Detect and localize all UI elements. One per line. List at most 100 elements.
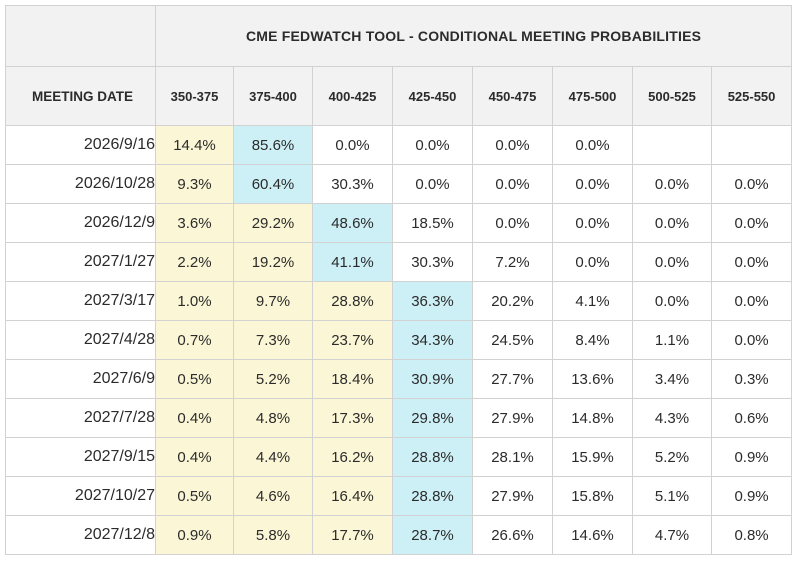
probability-cell: 5.1% bbox=[632, 476, 712, 516]
fedwatch-panel: CME FEDWATCH TOOL - CONDITIONAL MEETING … bbox=[5, 5, 793, 562]
probability-cell: 13.6% bbox=[552, 359, 633, 399]
range-header-425-450: 425-450 bbox=[392, 66, 473, 126]
probability-cell: 24.5% bbox=[472, 320, 553, 360]
probability-cell: 15.9% bbox=[552, 437, 633, 477]
column-header-row: MEETING DATE 350-375 375-400 400-425 425-45… bbox=[5, 66, 793, 126]
probability-cell: 28.8% bbox=[312, 281, 393, 321]
table-row: 2027/10/27 0.5% 4.6% 16.4% 28.8% 27.9% 15.8% 5.… bbox=[5, 476, 793, 516]
meeting-date-cell: 2027/1/27 bbox=[5, 242, 156, 282]
probability-cell: 3.4% bbox=[632, 359, 712, 399]
meeting-date-cell: 2027/12/8 bbox=[5, 515, 156, 555]
probability-cell: 5.2% bbox=[632, 437, 712, 477]
probability-cell: 5.8% bbox=[233, 515, 313, 555]
probability-cell: 41.1% bbox=[312, 242, 393, 282]
table-row: 2027/7/28 0.4% 4.8% 17.3% 29.8% 27.9% 14.8% 4.3… bbox=[5, 398, 793, 438]
probability-cell: 0.0% bbox=[552, 203, 633, 243]
probability-cell: 17.7% bbox=[312, 515, 393, 555]
table-row: 2027/6/9 0.5% 5.2% 18.4% 30.9% 27.7% 13.6% 3.4%… bbox=[5, 359, 793, 399]
probability-cell: 0.5% bbox=[155, 476, 234, 516]
probability-cell: 0.0% bbox=[552, 125, 633, 165]
probability-cell: 85.6% bbox=[233, 125, 313, 165]
probability-cell: 4.4% bbox=[233, 437, 313, 477]
probability-cell: 0.0% bbox=[472, 125, 553, 165]
probability-cell: 1.1% bbox=[632, 320, 712, 360]
probability-cell: 0.6% bbox=[710, 398, 793, 438]
probability-cell: 0.5% bbox=[155, 359, 234, 399]
meeting-date-cell: 2026/9/16 bbox=[5, 125, 156, 165]
table-row: 2026/9/16 14.4% 85.6% 0.0% 0.0% 0.0% 0.0% bbox=[5, 125, 793, 165]
probability-cell: 0.7% bbox=[155, 320, 234, 360]
probability-cell: 0.0% bbox=[552, 242, 633, 282]
probability-cell: 30.9% bbox=[392, 359, 473, 399]
probability-cell: 0.9% bbox=[155, 515, 234, 555]
range-header-500-525: 500-525 bbox=[632, 66, 712, 126]
meeting-date-cell: 2027/4/28 bbox=[5, 320, 156, 360]
probability-cell: 30.3% bbox=[312, 164, 393, 204]
probability-cell: 0.0% bbox=[632, 164, 712, 204]
probability-cell: 28.1% bbox=[472, 437, 553, 477]
probability-cell: 0.3% bbox=[710, 359, 793, 399]
probability-cell: 4.6% bbox=[233, 476, 313, 516]
probability-cell: 48.6% bbox=[312, 203, 393, 243]
probability-cell: 14.8% bbox=[552, 398, 633, 438]
probability-cell: 0.0% bbox=[472, 203, 553, 243]
probability-cell: 0.9% bbox=[710, 437, 793, 477]
probability-cell: 27.9% bbox=[472, 476, 553, 516]
table-row: 2026/12/9 3.6% 29.2% 48.6% 18.5% 0.0% 0.0% 0.0%… bbox=[5, 203, 793, 243]
probability-cell: 29.2% bbox=[233, 203, 313, 243]
probability-cell: 8.4% bbox=[552, 320, 633, 360]
probability-cell bbox=[632, 125, 712, 165]
probability-cell: 20.2% bbox=[472, 281, 553, 321]
corner-cell bbox=[5, 5, 156, 67]
probability-table: CME FEDWATCH TOOL - CONDITIONAL MEETING … bbox=[5, 5, 793, 555]
probability-cell: 0.0% bbox=[632, 281, 712, 321]
table-row: 2027/4/28 0.7% 7.3% 23.7% 34.3% 24.5% 8.4% 1.1%… bbox=[5, 320, 793, 360]
table-row: 2027/9/15 0.4% 4.4% 16.2% 28.8% 28.1% 15.9% 5.2… bbox=[5, 437, 793, 477]
meeting-date-cell: 2026/10/28 bbox=[5, 164, 156, 204]
meeting-date-cell: 2027/9/15 bbox=[5, 437, 156, 477]
probability-cell: 27.7% bbox=[472, 359, 553, 399]
probability-cell: 0.9% bbox=[710, 476, 793, 516]
probability-cell: 60.4% bbox=[233, 164, 313, 204]
probability-cell: 0.0% bbox=[710, 320, 793, 360]
probability-cell: 18.4% bbox=[312, 359, 393, 399]
probability-cell: 2.2% bbox=[155, 242, 234, 282]
probability-cell: 4.8% bbox=[233, 398, 313, 438]
range-header-525-550: 525-550 bbox=[710, 66, 793, 126]
probability-cell: 14.6% bbox=[552, 515, 633, 555]
meeting-date-cell: 2027/7/28 bbox=[5, 398, 156, 438]
probability-cell: 19.2% bbox=[233, 242, 313, 282]
probability-cell: 0.0% bbox=[710, 242, 793, 282]
table-row: 2027/3/17 1.0% 9.7% 28.8% 36.3% 20.2% 4.1% 0.0%… bbox=[5, 281, 793, 321]
probability-cell: 27.9% bbox=[472, 398, 553, 438]
probability-cell: 0.0% bbox=[472, 164, 553, 204]
probability-cell: 0.0% bbox=[710, 281, 793, 321]
table-row: 2027/12/8 0.9% 5.8% 17.7% 28.7% 26.6% 14.6% 4.7… bbox=[5, 515, 793, 555]
range-header-375-400: 375-400 bbox=[233, 66, 313, 126]
meeting-date-cell: 2027/6/9 bbox=[5, 359, 156, 399]
probability-cell: 34.3% bbox=[392, 320, 473, 360]
probability-cell: 28.7% bbox=[392, 515, 473, 555]
probability-cell: 26.6% bbox=[472, 515, 553, 555]
probability-cell: 28.8% bbox=[392, 437, 473, 477]
probability-cell: 36.3% bbox=[392, 281, 473, 321]
table-row: 2026/10/28 9.3% 60.4% 30.3% 0.0% 0.0% 0.0% 0.0%… bbox=[5, 164, 793, 204]
probability-cell: 30.3% bbox=[392, 242, 473, 282]
probability-cell: 0.0% bbox=[710, 164, 793, 204]
probability-cell: 0.8% bbox=[710, 515, 793, 555]
meeting-date-cell: 2027/10/27 bbox=[5, 476, 156, 516]
probability-cell: 4.3% bbox=[632, 398, 712, 438]
range-header-400-425: 400-425 bbox=[312, 66, 393, 126]
probability-cell: 28.8% bbox=[392, 476, 473, 516]
probability-cell: 7.2% bbox=[472, 242, 553, 282]
probability-cell: 0.0% bbox=[632, 203, 712, 243]
meeting-date-cell: 2026/12/9 bbox=[5, 203, 156, 243]
probability-cell: 16.4% bbox=[312, 476, 393, 516]
meeting-date-cell: 2027/3/17 bbox=[5, 281, 156, 321]
probability-cell: 3.6% bbox=[155, 203, 234, 243]
range-header-475-500: 475-500 bbox=[552, 66, 633, 126]
probability-cell: 14.4% bbox=[155, 125, 234, 165]
probability-cell bbox=[710, 125, 793, 165]
probability-cell: 0.0% bbox=[632, 242, 712, 282]
probability-cell: 0.0% bbox=[312, 125, 393, 165]
